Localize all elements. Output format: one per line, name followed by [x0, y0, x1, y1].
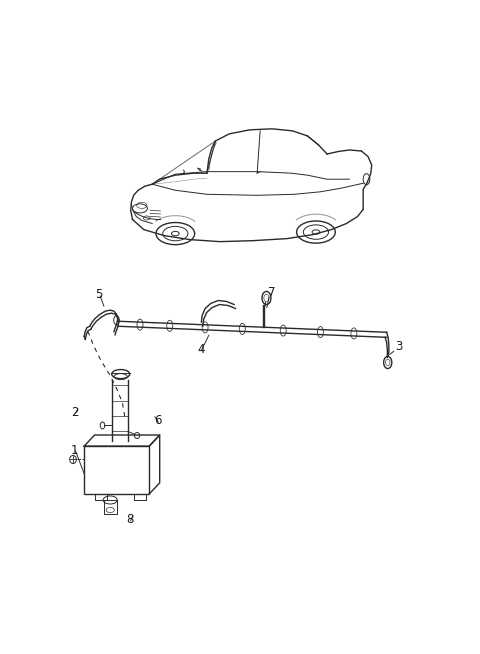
Text: 1: 1: [71, 443, 79, 456]
Text: 4: 4: [197, 343, 204, 356]
Text: 3: 3: [395, 341, 402, 353]
Bar: [104, 500, 117, 514]
Bar: [84, 446, 149, 494]
Text: 7: 7: [267, 286, 275, 299]
Text: 6: 6: [154, 414, 161, 427]
Text: 2: 2: [71, 406, 79, 419]
Text: 8: 8: [126, 513, 133, 526]
Text: 5: 5: [96, 288, 103, 301]
